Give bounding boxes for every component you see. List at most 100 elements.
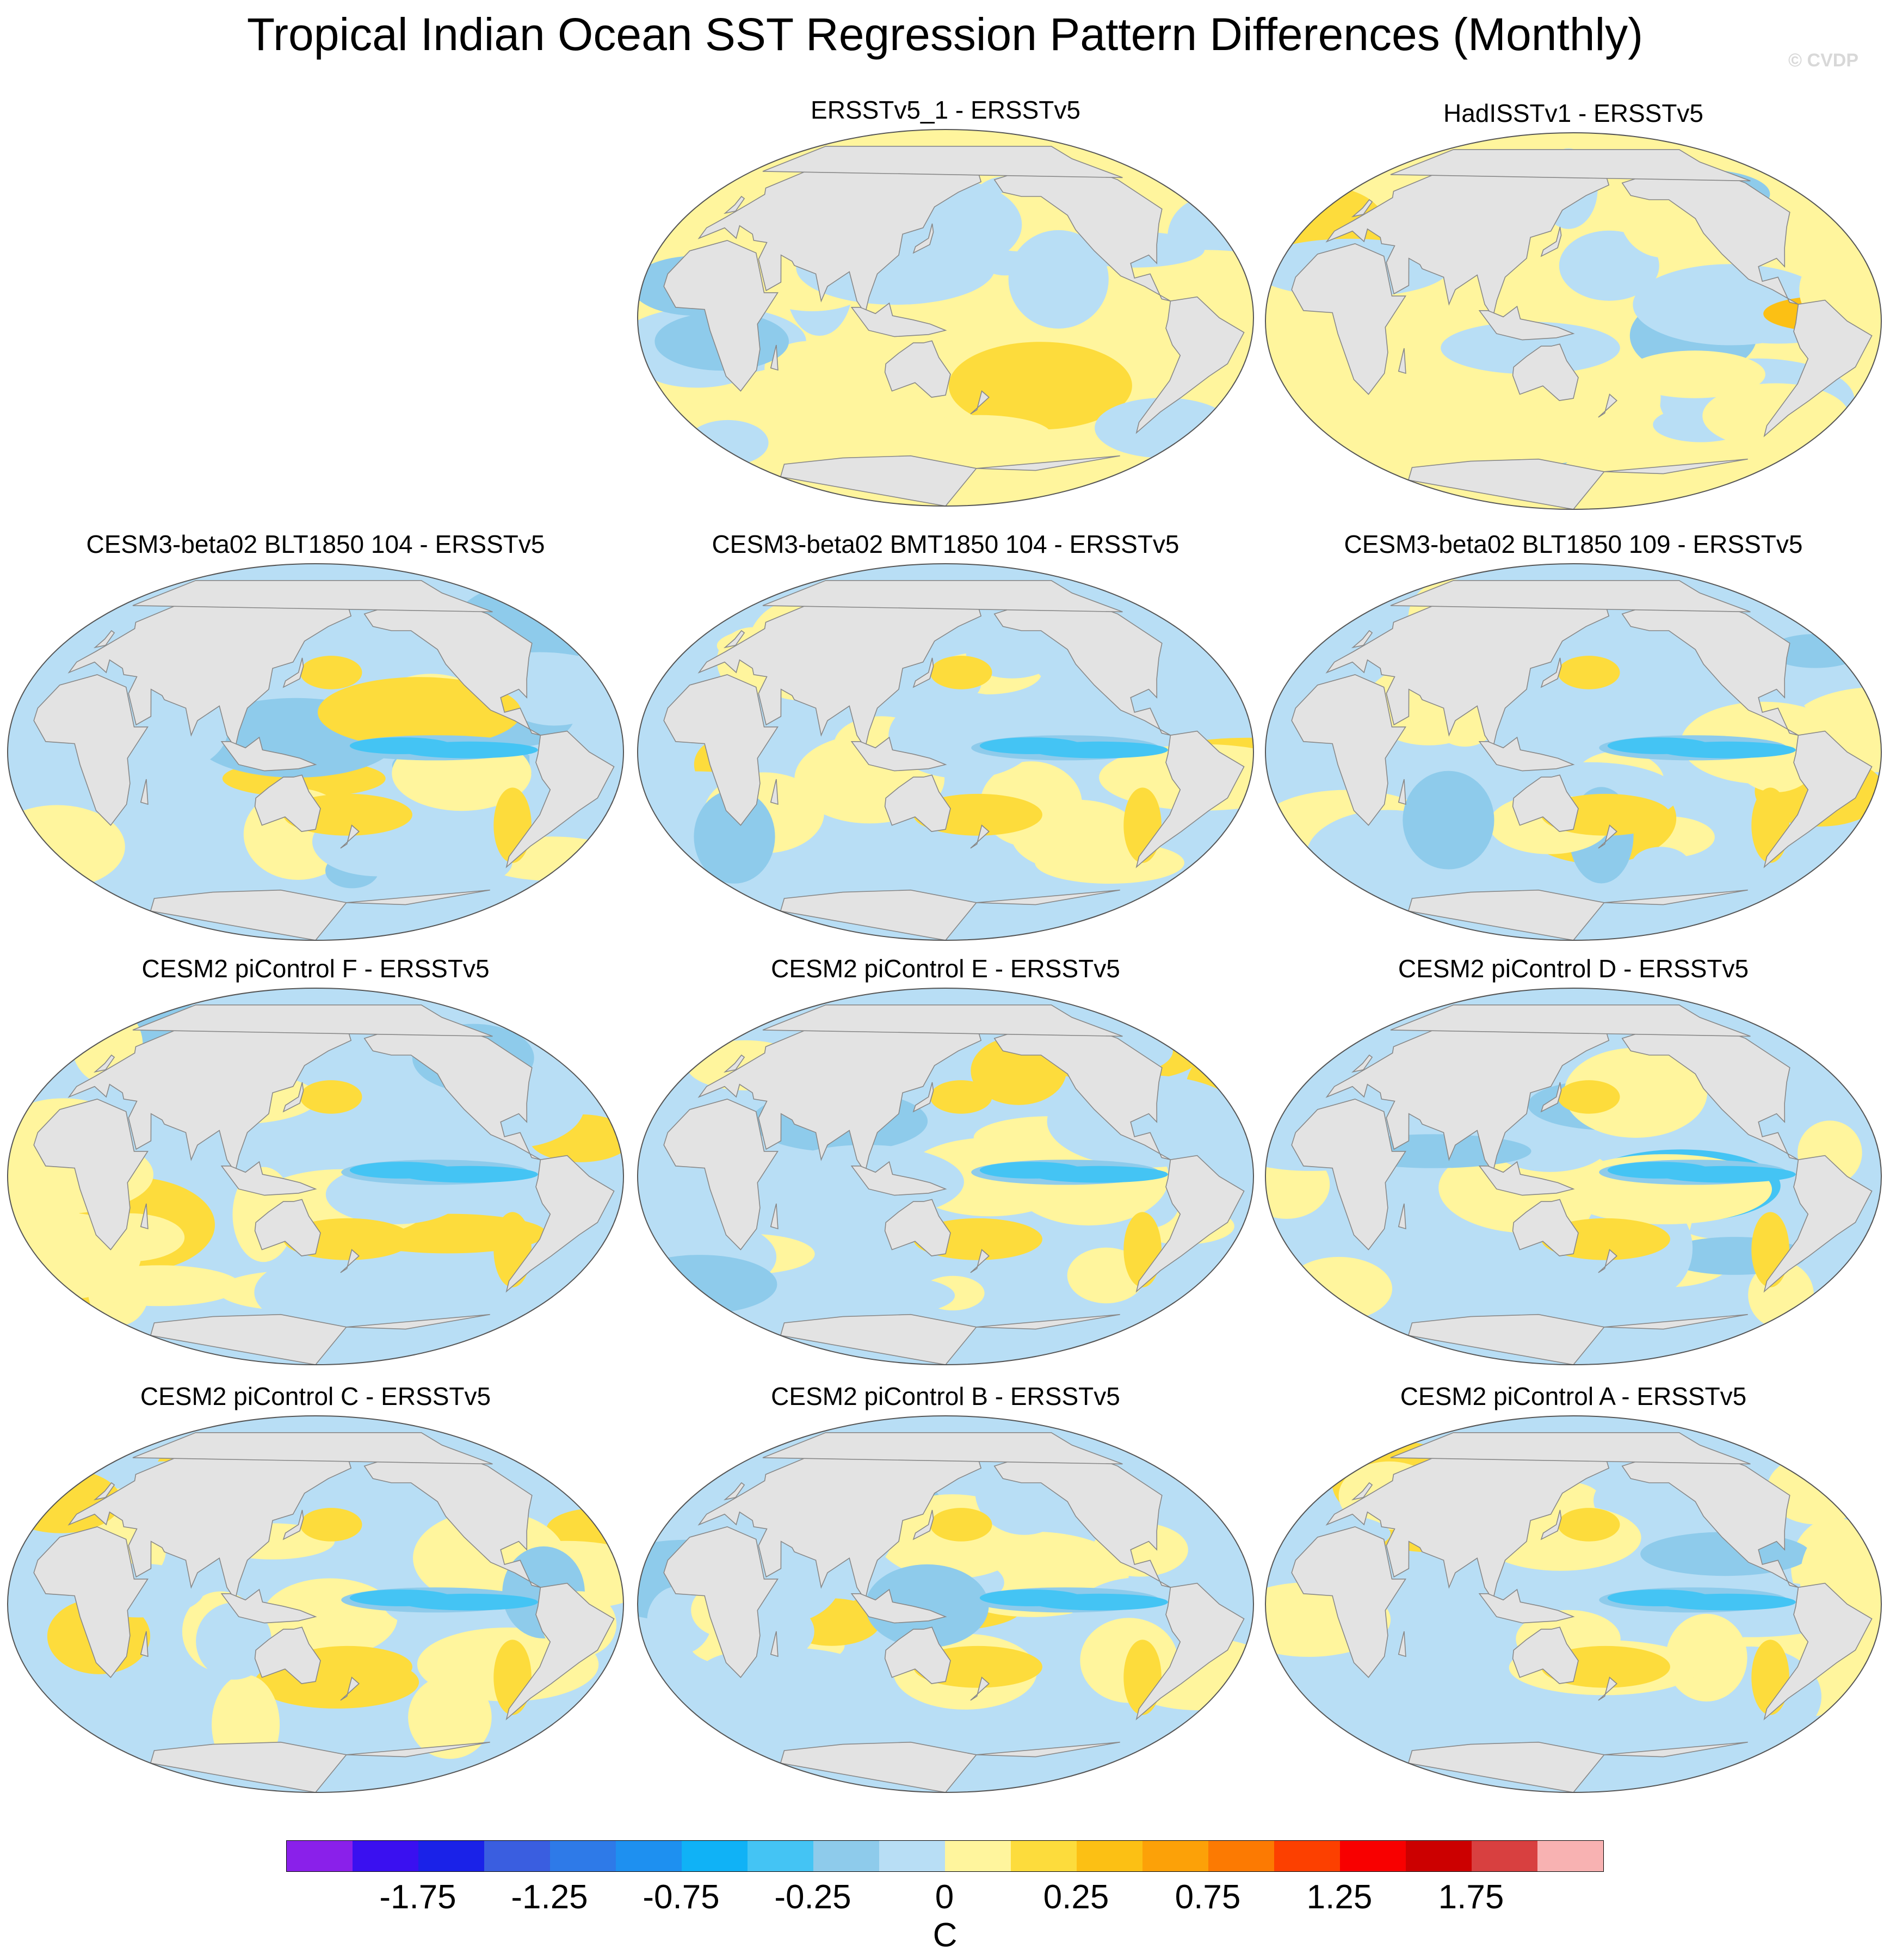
land-africa [1291,1098,1406,1250]
land-nz [340,824,360,849]
sst-anomaly-negative [694,790,775,884]
land-australia [254,774,321,832]
land-indonesia [220,1588,317,1624]
sst-anomaly-negative [1607,1162,1710,1179]
sst-anomaly-positive [300,656,362,689]
map-border [637,1415,1254,1793]
colorbar-frame [286,1840,1604,1872]
land-uk [723,1482,745,1501]
land-japan [282,1082,304,1113]
world-map [1265,563,1882,941]
sst-anomaly-positive [1558,1080,1620,1114]
land-antarctica [150,1314,490,1365]
sst-anomaly-negative [1607,737,1710,754]
land-uk [1351,630,1373,649]
sst-anomaly-positive [1624,350,1765,398]
colorbar-swatch [1076,1840,1142,1872]
colorbar-tick-label: 0.25 [1043,1878,1109,1916]
land-greenland [1390,149,1751,182]
land-africa [663,674,779,826]
sst-anomaly-negative [817,1275,955,1316]
land-africa [1291,1526,1406,1678]
map-border [7,563,624,941]
land-australia [884,1626,951,1684]
sst-anomaly-positive [764,341,856,396]
map-panel: CESM2 piControl E - ERSSTv5 [635,952,1256,1382]
sst-anomaly-positive [930,1508,992,1542]
map-panel: CESM3-beta02 BLT1850 104 - ERSSTv5 [5,528,626,958]
land-indonesia [1478,736,1575,772]
sst-anomaly-negative [865,1564,989,1648]
land-madagascar [770,1631,779,1657]
world-map [1265,1415,1882,1793]
map-border [7,1415,624,1793]
land-madagascar [140,779,149,805]
land-indonesia [850,1161,947,1196]
colorbar-swatch [286,1840,353,1872]
sst-anomaly-negative [196,1602,272,1680]
world-map [7,563,624,941]
colorbar-tick-label: 0 [935,1878,954,1916]
world-map [637,1415,1254,1793]
map-panel: CESM2 piControl C - ERSSTv5 [5,1380,626,1810]
colorbar-tick-label: -1.75 [379,1878,456,1916]
sst-anomaly-negative [1403,771,1494,870]
land-samerica [1763,730,1873,868]
land-nz [1598,1249,1618,1273]
sst-anomaly-positive [1564,1047,1707,1138]
land-australia [1512,1199,1579,1256]
sst-anomaly-positive [318,677,522,748]
land-australia [884,340,951,398]
land-madagascar [1398,1203,1406,1230]
land-japan [1540,657,1562,688]
panel-title: CESM2 piControl F - ERSSTv5 [141,954,490,983]
land-greenland [762,580,1123,613]
land-samerica [505,730,615,868]
panel-title: CESM2 piControl D - ERSSTv5 [1398,954,1749,983]
land-africa [33,674,149,826]
land-africa [1291,243,1406,395]
sst-anomaly-negative [1441,322,1620,374]
land-nz [1598,824,1618,849]
land-madagascar [770,779,779,805]
map-border [7,988,624,1365]
sst-anomaly-negative [687,420,769,466]
land-africa [33,1098,149,1250]
colorbar-tick-label: -1.25 [511,1878,588,1916]
panel-title: ERSSTv5_1 - ERSSTv5 [811,96,1080,124]
sst-anomaly-positive [930,656,992,689]
land-samerica [1135,1155,1245,1293]
land-samerica [505,1582,615,1721]
land-japan [1540,226,1562,257]
land-greenland [1390,580,1751,613]
land-africa [663,1098,779,1250]
land-uk [1351,1482,1373,1501]
land-australia [884,1199,951,1256]
land-japan [282,657,304,688]
sst-anomaly-positive [1558,1508,1620,1542]
map-border [1265,563,1882,941]
sst-anomaly-negative [1008,230,1109,329]
map-border [1265,988,1882,1365]
land-antarctica [780,889,1120,940]
colorbar-swatch [352,1840,418,1872]
land-antarctica [1407,1741,1748,1792]
land-madagascar [1398,779,1406,805]
land-indonesia [220,1161,317,1196]
panel-title: HadISSTv1 - ERSSTv5 [1443,99,1704,127]
colorbar-tick-label: -0.75 [643,1878,720,1916]
colorbar-swatch [418,1840,484,1872]
land-samerica [1763,1582,1873,1721]
sst-anomaly-negative [349,737,453,754]
world-map [7,1415,624,1793]
map-panel: CESM2 piControl A - ERSSTv5 [1263,1380,1883,1810]
map-panel: CESM2 piControl F - ERSSTv5 [5,952,626,1382]
colorbar-swatch [944,1840,1011,1872]
map-border [637,129,1254,507]
map-border [1265,1415,1882,1793]
map-border [1265,132,1882,510]
land-japan [912,223,934,254]
land-greenland [762,1432,1123,1465]
panel-title: CESM2 piControl B - ERSSTv5 [771,1382,1120,1410]
land-nz [970,390,990,415]
